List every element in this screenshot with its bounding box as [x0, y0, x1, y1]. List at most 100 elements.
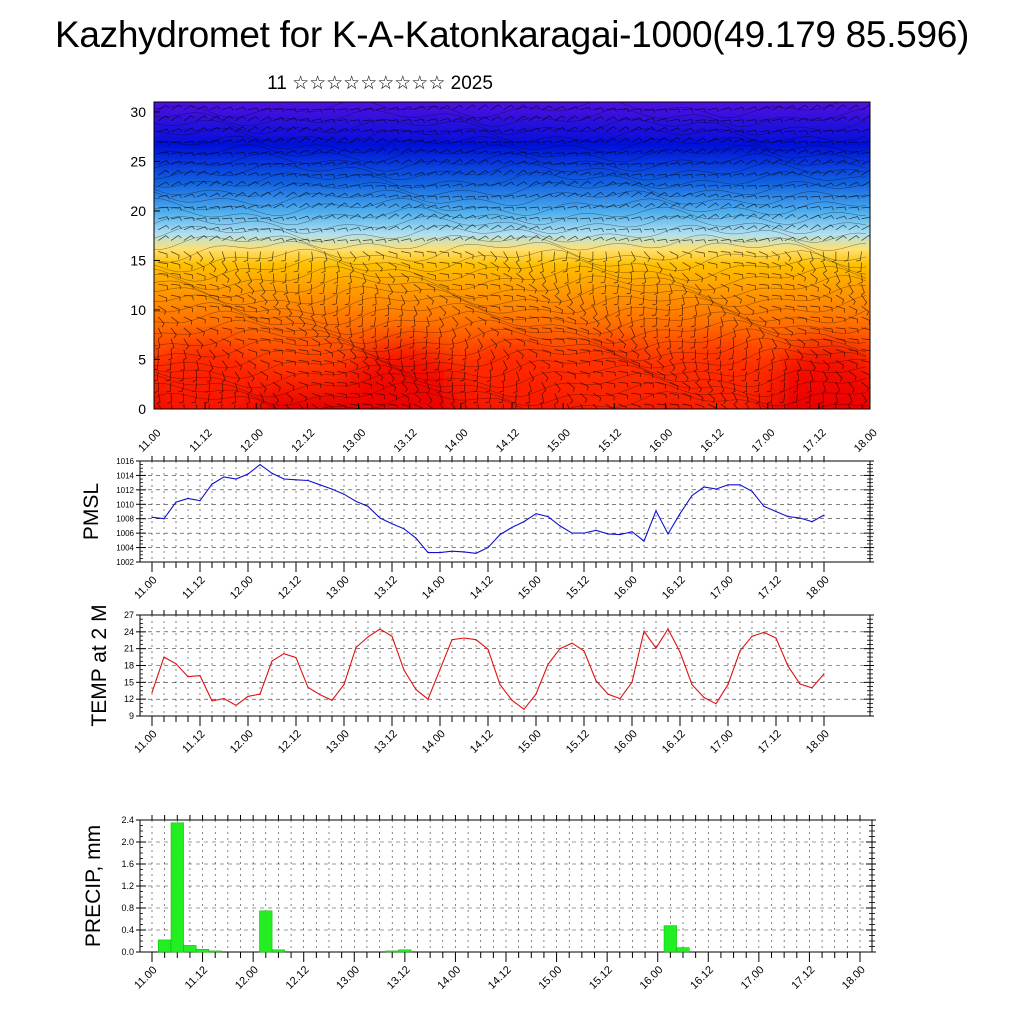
wind-barb [682, 360, 687, 372]
pmsl-xtick-label: 11.12 [180, 574, 207, 601]
wind-barb [861, 194, 870, 198]
wind-barb [682, 251, 692, 259]
wind-barb [260, 191, 272, 198]
wind-barb [541, 226, 553, 231]
wind-barb [618, 181, 630, 187]
wind-barb [388, 360, 393, 372]
wind-barb [580, 371, 590, 378]
temp-xtick-label: 13.00 [324, 728, 352, 756]
wind-barb [592, 371, 603, 377]
wind-barb [234, 349, 244, 358]
wind-barb [426, 195, 438, 200]
wind-barb [720, 294, 728, 305]
wind-barb [588, 251, 594, 262]
wind-barb [669, 371, 678, 381]
wind-barb [567, 180, 579, 187]
pmsl-ytick-label: 1012 [116, 486, 134, 495]
wind-barb [861, 338, 870, 341]
wind-barb [183, 305, 193, 313]
wind-barb [385, 349, 391, 361]
wind-barb [439, 403, 445, 409]
wind-barb [234, 338, 245, 345]
wind-barb [796, 403, 798, 409]
wind-barb [848, 371, 857, 381]
wind-barb [170, 141, 182, 146]
wind-barb [349, 381, 360, 388]
wind-barb [490, 116, 502, 122]
wind-barb [554, 226, 566, 231]
wind-barb [426, 148, 438, 154]
wind-barb [401, 138, 413, 143]
wind-barb [285, 191, 297, 198]
wind-barb [810, 170, 822, 176]
wind-barb [643, 126, 655, 133]
pmsl-point [559, 525, 561, 527]
wind-barb [477, 182, 489, 187]
wind-barb [810, 117, 822, 122]
wind-barb [580, 162, 592, 167]
wind-barb [413, 251, 424, 257]
wind-barb [639, 284, 645, 295]
wind-barb [452, 183, 464, 188]
wind-barb [554, 327, 565, 334]
wind-barb [503, 262, 511, 273]
wind-barb [784, 184, 796, 189]
wind-barb [401, 238, 413, 243]
wind-barb [260, 217, 272, 222]
wind-barb [170, 216, 182, 221]
wind-barb [541, 305, 551, 313]
pmsl-point [655, 510, 657, 512]
wind-barb [627, 273, 632, 284]
wind-barb [260, 107, 272, 112]
wind-barb [439, 236, 451, 241]
wind-barb [605, 172, 617, 177]
wind-barb [473, 371, 479, 382]
wind-barb [605, 151, 617, 156]
wind-barb [600, 273, 607, 284]
wind-barb [771, 327, 780, 338]
wind-barb [656, 162, 668, 167]
wind-barb [272, 403, 276, 409]
precip-bar [183, 945, 197, 953]
temp-point [283, 653, 285, 655]
wind-barb [656, 349, 662, 361]
wind-barb [516, 169, 528, 176]
wind-barb [810, 294, 820, 302]
wind-barb [810, 195, 822, 200]
pmsl-ytick-label: 1002 [116, 558, 134, 567]
wind-barb [273, 349, 284, 355]
wind-barb [695, 283, 702, 295]
wind-barb [337, 338, 344, 350]
wind-barb [784, 236, 796, 241]
wind-barb [771, 148, 783, 154]
wind-barb [401, 172, 413, 177]
wind-barb [337, 371, 347, 378]
wind-barb [848, 382, 855, 393]
wind-barb [669, 161, 681, 167]
wind-barb [567, 139, 579, 144]
wind-barb [707, 262, 718, 269]
heatmap-xtick-label: 12.12 [289, 427, 317, 455]
wind-barb [477, 305, 488, 313]
wind-barb [222, 217, 233, 222]
wind-barb [822, 262, 827, 274]
wind-barb [746, 119, 758, 124]
wind-barb [682, 161, 694, 166]
wind-barb [797, 272, 806, 282]
wind-barb [426, 283, 436, 293]
wind-barb [835, 316, 846, 323]
wind-barb [247, 316, 258, 323]
wind-barb [401, 119, 413, 124]
wind-barb [822, 360, 831, 371]
wind-barb [234, 138, 247, 143]
wind-barb [728, 349, 734, 360]
wind-barb [516, 327, 526, 334]
wind-barb [626, 284, 632, 295]
wind-barb [349, 392, 361, 399]
wind-barb [460, 360, 466, 371]
wind-barb [388, 371, 395, 382]
wind-barb [273, 392, 279, 404]
wind-barb [567, 205, 579, 210]
wind-barb [605, 392, 615, 401]
wind-barb [397, 316, 402, 328]
